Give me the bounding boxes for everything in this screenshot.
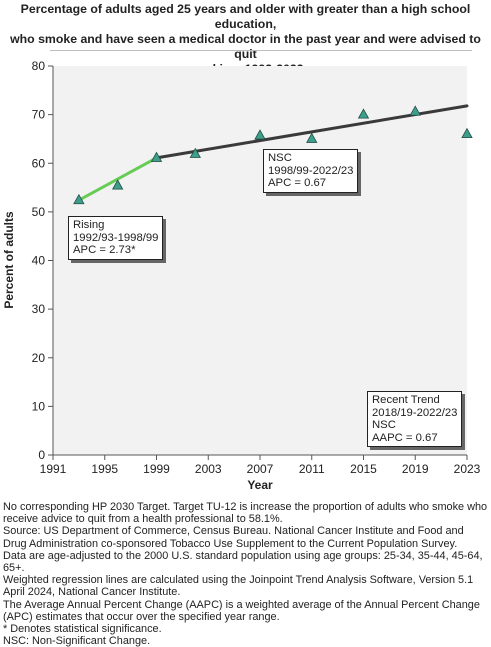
- annotation-recent-trend: Recent Trend 2018/19-2022/23 NSC AAPC = …: [367, 391, 463, 447]
- chart-plot: 0 10 20 30 40 50 60 70 80 1991 1995 1999 2003 2007 201…: [32, 59, 481, 476]
- data-point: [112, 179, 124, 190]
- annotation-line: APC = 0.67: [268, 177, 327, 189]
- title-divider: [50, 50, 472, 51]
- x-tick-label: 2019: [402, 462, 429, 476]
- data-point: [306, 132, 318, 143]
- footnote: No corresponding HP 2030 Target. Target …: [3, 501, 488, 526]
- y-tick-label: 50: [32, 205, 46, 219]
- x-tick-label: 1991: [40, 462, 67, 476]
- trend-line-rising: [77, 156, 158, 202]
- x-tick-label: 1999: [143, 462, 170, 476]
- annotation-line: Rising: [73, 219, 105, 231]
- annotation-line: 1998/99-2022/23: [268, 164, 354, 177]
- x-tick-label: 2011: [299, 462, 325, 476]
- y-tick-label: 40: [32, 254, 46, 268]
- y-tick-label: 30: [32, 302, 46, 316]
- annotation-line: NSC: [372, 419, 396, 431]
- x-axis-label: Year: [247, 478, 273, 492]
- x-tick-label: 2003: [195, 462, 222, 476]
- data-point: [189, 147, 201, 158]
- annotation-line: APC = 2.73*: [73, 244, 136, 256]
- annotation-rising: Rising 1992/93-1998/99 APC = 2.73*: [68, 216, 164, 260]
- data-point: [73, 193, 85, 205]
- y-tick-label: 0: [38, 448, 45, 462]
- data-point: [254, 129, 266, 140]
- footnote: * Denotes statistical significance.: [3, 623, 162, 636]
- data-point: [461, 127, 473, 138]
- annotation-line: AAPC = 0.67: [372, 431, 438, 444]
- footnotes: No corresponding HP 2030 Target. Target …: [3, 501, 489, 647]
- x-tick-label: 2007: [247, 462, 274, 476]
- annotation-line: 1992/93-1998/99: [73, 231, 159, 244]
- x-tick-label: 2023: [454, 462, 481, 476]
- annotation-nsc: NSC 1998/99-2022/23 APC = 0.67: [263, 149, 359, 193]
- footnote: The Average Annual Percent Change (AAPC)…: [3, 598, 480, 623]
- y-axis-label-area: Percent of adults: [2, 160, 16, 360]
- x-tick-label: 2015: [350, 462, 377, 476]
- annotation-line: NSC: [268, 152, 292, 164]
- footnote: NSC: Non-Significant Change.: [3, 635, 151, 647]
- x-tick-label: 1995: [91, 462, 118, 476]
- annotation-line: Recent Trend: [372, 394, 440, 406]
- y-tick-label: 20: [32, 351, 46, 365]
- y-tick-label: 60: [32, 156, 46, 170]
- footnote: Data are age-adjusted to the 2000 U.S. s…: [3, 549, 483, 575]
- y-tick-label: 80: [32, 59, 46, 73]
- data-point: [150, 151, 163, 162]
- y-axis-label: Percent of adults: [2, 211, 16, 309]
- data-point: [357, 108, 370, 119]
- y-tick-label: 10: [32, 399, 46, 413]
- footnote: Source: US Department of Commerce, Censu…: [3, 525, 464, 550]
- y-tick-label: 70: [32, 108, 46, 122]
- annotation-line: 2018/19-2022/23: [372, 406, 458, 419]
- data-point: [409, 105, 421, 116]
- footnote: Weighted regression lines are calculated…: [3, 574, 474, 599]
